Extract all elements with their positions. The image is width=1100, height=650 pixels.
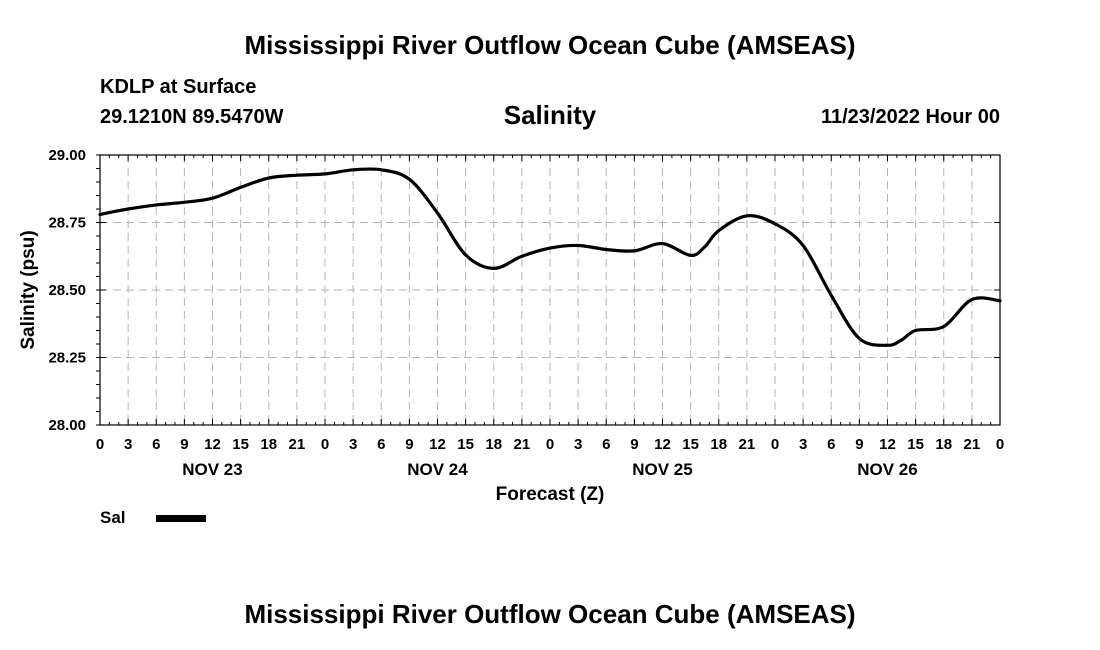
x-tick-label: 12: [429, 436, 446, 453]
x-tick-label: 9: [630, 436, 638, 453]
grid-layer: [100, 155, 1000, 425]
x-tick-label: 6: [152, 436, 160, 453]
y-tick-label: 28.75: [48, 215, 86, 232]
x-tick-label: 9: [180, 436, 188, 453]
series-line-sal: [98, 167, 1002, 347]
x-tick-label: 12: [204, 436, 221, 453]
x-tick-label: 0: [321, 436, 329, 453]
x-tick-label: 6: [827, 436, 835, 453]
x-tick-label: 15: [457, 436, 474, 453]
y-tick-labels: 28.00 28.25 28.50 28.75 29.00: [48, 147, 86, 434]
x-tick-label: 3: [574, 436, 582, 453]
x-tick-label: 9: [405, 436, 413, 453]
x-tick-label: 3: [124, 436, 132, 453]
date-label: NOV 24: [407, 460, 468, 479]
x-tick-label: 0: [771, 436, 779, 453]
y-tick-label: 29.00: [48, 147, 86, 164]
x-tick-label: 18: [710, 436, 727, 453]
main-title: Mississippi River Outflow Ocean Cube (AM…: [244, 30, 856, 60]
x-tick-label: 0: [96, 436, 104, 453]
x-tick-label: 15: [682, 436, 699, 453]
x-tick-label: 18: [935, 436, 952, 453]
datetime-label: 11/23/2022 Hour 00: [820, 106, 1000, 128]
x-tick-label: 12: [879, 436, 896, 453]
legend-swatch-sal: [155, 514, 206, 522]
station-label: KDLP at Surface: [100, 76, 257, 98]
legend: Sal: [100, 508, 206, 528]
date-label: NOV 23: [182, 460, 242, 479]
x-tick-label: 0: [546, 436, 554, 453]
footer-title: Mississippi River Outflow Ocean Cube (AM…: [244, 599, 856, 629]
y-axis-label: Salinity (psu): [18, 230, 39, 349]
x-tick-label: 9: [855, 436, 863, 453]
x-tick-label: 18: [485, 436, 502, 453]
x-tick-label: 21: [964, 436, 981, 453]
x-tick-label: 18: [260, 436, 277, 453]
x-tick-label: 21: [514, 436, 531, 453]
date-labels: NOV 23 NOV 24 NOV 25 NOV 26: [182, 460, 917, 479]
chart-title: Salinity: [503, 100, 597, 130]
x-tick-label: 15: [907, 436, 924, 453]
y-tick-label: 28.00: [48, 417, 86, 434]
x-tick-label: 6: [377, 436, 385, 453]
x-tick-label: 3: [349, 436, 357, 453]
date-label: NOV 26: [857, 460, 917, 479]
x-tick-label: 15: [232, 436, 249, 453]
legend-label-sal: Sal: [100, 508, 126, 527]
x-tick-label: 6: [602, 436, 610, 453]
x-tick-label: 21: [289, 436, 306, 453]
plot-frame: [99, 154, 1001, 426]
x-tick-labels: 0 3 6 9 12 15 18 21 0 3 6 9 12 15 18 21 0 3 6 9 12 15 18 21 0 3 6 9…: [96, 436, 1004, 453]
x-tick-label: 0: [996, 436, 1004, 453]
x-tick-label: 12: [654, 436, 671, 453]
date-label: NOV 25: [632, 460, 692, 479]
coordinates-label: 29.1210N 89.5470W: [100, 106, 284, 128]
y-tick-label: 28.50: [48, 282, 86, 299]
x-tick-label: 21: [739, 436, 756, 453]
y-tick-label: 28.25: [48, 350, 86, 367]
x-axis-label: Forecast (Z): [496, 484, 605, 505]
x-tick-label: 3: [799, 436, 807, 453]
